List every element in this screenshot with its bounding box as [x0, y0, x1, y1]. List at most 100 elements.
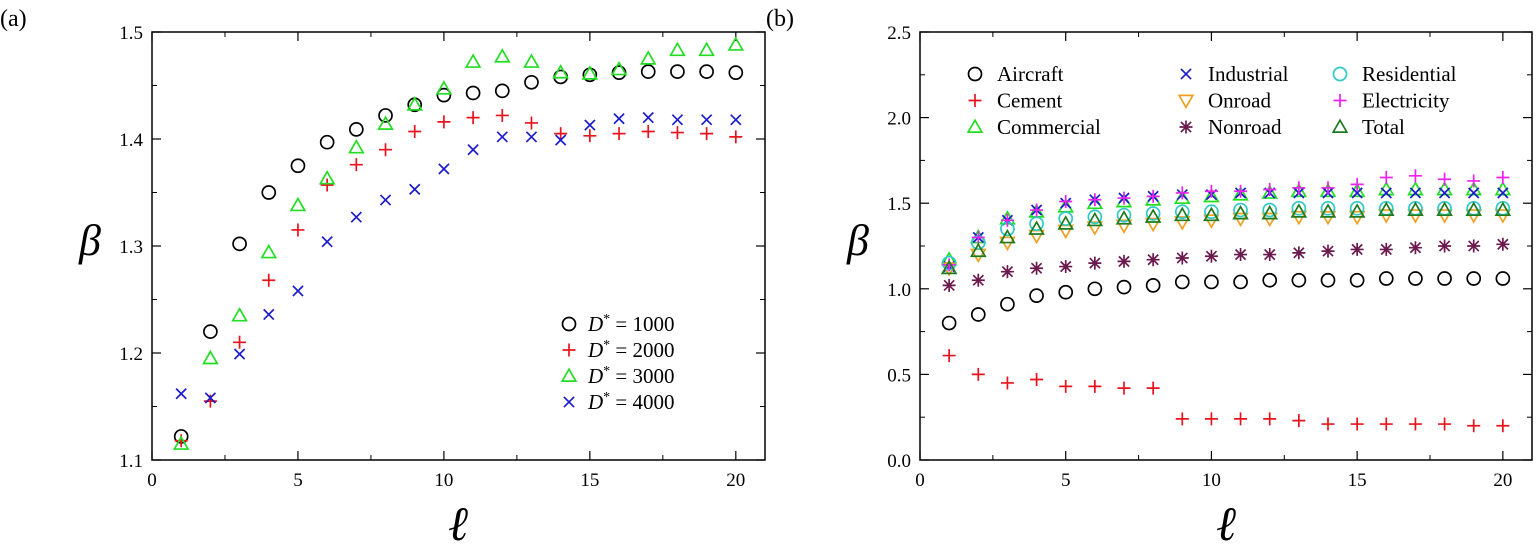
legend-item-aircraft: Aircraft — [967, 62, 1064, 86]
data-point — [552, 64, 569, 79]
data-point — [408, 125, 422, 139]
data-point — [1349, 200, 1365, 216]
data-point — [1174, 274, 1190, 290]
data-point — [1497, 187, 1509, 199]
data-point — [942, 349, 956, 363]
data-point — [1203, 187, 1220, 203]
data-point — [1028, 229, 1045, 245]
data-point — [318, 170, 336, 185]
data-point — [1203, 206, 1220, 222]
data-point — [379, 194, 392, 206]
panel-b-series-residential — [941, 200, 1511, 271]
data-point — [1058, 211, 1074, 226]
legend-item-total: Total — [1331, 115, 1405, 139]
data-point — [1117, 381, 1131, 395]
data-point — [350, 211, 363, 223]
data-point — [1000, 213, 1014, 227]
data-point — [1000, 376, 1014, 390]
data-point — [1319, 203, 1337, 218]
data-point — [1350, 242, 1364, 256]
data-point — [1494, 209, 1512, 224]
data-point — [1204, 184, 1218, 198]
data-point — [729, 130, 743, 144]
panel-a-ytick-label: 1.4 — [119, 130, 143, 151]
data-point — [1261, 204, 1279, 220]
data-point — [1467, 174, 1481, 188]
data-point — [1348, 210, 1366, 226]
data-point — [940, 259, 958, 275]
data-point — [1233, 202, 1248, 218]
data-point — [1407, 209, 1424, 224]
data-point — [233, 348, 246, 360]
data-point — [1059, 260, 1073, 274]
data-point — [1494, 201, 1512, 217]
legend-item-d-4000: D* = 4000 — [563, 390, 675, 414]
panel-a-series-d-2000 — [174, 108, 743, 448]
legend-marker — [1180, 68, 1192, 80]
data-point — [1378, 271, 1394, 286]
data-point — [941, 315, 957, 331]
data-point — [204, 392, 217, 404]
data-point — [494, 83, 510, 99]
data-point — [1320, 272, 1336, 288]
panel-a-label: (a) — [0, 6, 27, 32]
data-point — [262, 273, 276, 287]
data-point — [1290, 210, 1308, 226]
data-point — [175, 387, 187, 400]
data-point — [321, 236, 333, 248]
panel-b-series-commercial — [940, 180, 1512, 266]
panel-b-series-industrial — [943, 187, 1509, 273]
panel-b-ytick-label: 0.0 — [887, 451, 911, 472]
legend-label: Electricity — [1362, 89, 1450, 113]
data-point — [377, 115, 394, 130]
data-point — [495, 108, 509, 122]
data-point — [1290, 203, 1308, 218]
panel-a-xtick-label: 15 — [580, 470, 599, 491]
data-point — [1146, 253, 1160, 267]
data-point — [1145, 206, 1161, 221]
data-point — [1173, 206, 1191, 222]
panel-b-ticks: 0 5 10 15 20 0.0 0.5 1.0 1.5 2.0 2.5 — [887, 23, 1532, 491]
data-point — [730, 114, 742, 126]
data-point — [1234, 412, 1248, 426]
data-point — [1350, 177, 1364, 191]
data-point — [1263, 183, 1277, 197]
data-point — [1234, 248, 1248, 262]
data-point — [1030, 261, 1044, 275]
legend-label-var: D — [587, 390, 603, 414]
data-point — [1175, 186, 1189, 200]
panel-a-ytick-label: 1.5 — [119, 23, 143, 44]
panel-a-xlabel: ℓ — [448, 498, 468, 546]
legend-label: Onroad — [1208, 89, 1271, 113]
data-point — [1262, 202, 1278, 218]
data-point — [1348, 203, 1366, 218]
data-point — [1058, 284, 1074, 300]
legend-marker — [562, 343, 576, 357]
legend-marker — [560, 367, 578, 382]
data-point — [1144, 208, 1162, 223]
panel-a-xtick-label: 0 — [147, 470, 157, 491]
data-point — [1232, 212, 1249, 228]
panel-b-xtick-label: 15 — [1348, 470, 1367, 491]
data-point — [1029, 288, 1044, 303]
data-point — [612, 127, 626, 141]
legend-item-d-2000: D* = 2000 — [562, 338, 675, 362]
panel-b-ytick-label: 1.5 — [887, 194, 911, 215]
panel-a-series-d-4000 — [175, 111, 742, 404]
data-point — [1379, 242, 1393, 256]
data-point — [1115, 219, 1133, 234]
data-point — [1204, 274, 1219, 290]
data-point — [1291, 272, 1307, 288]
data-point — [1496, 237, 1510, 251]
legend-label: Total — [1362, 115, 1405, 139]
data-point — [1496, 171, 1510, 185]
data-point — [1263, 412, 1277, 426]
data-point — [1145, 278, 1161, 293]
legend-item-commercial: Commercial — [966, 115, 1101, 139]
data-point — [1059, 194, 1073, 208]
data-point — [554, 127, 568, 141]
data-point — [261, 185, 277, 200]
legend-marker — [1333, 94, 1347, 107]
legend-marker — [966, 118, 984, 133]
